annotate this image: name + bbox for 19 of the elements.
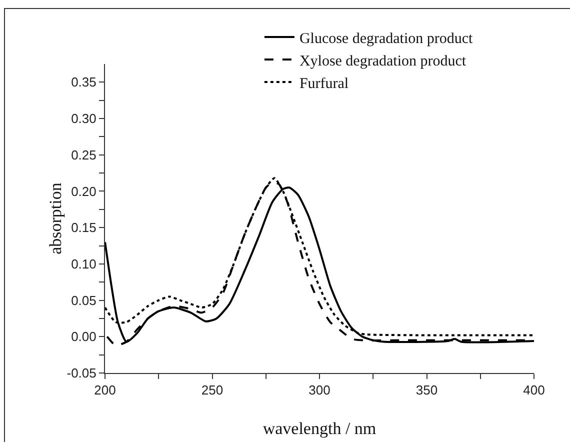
- x-tick-label: 250: [201, 382, 224, 398]
- x-tick-label: 300: [308, 382, 330, 398]
- y-tick-label: -0.05: [66, 366, 96, 381]
- y-tick-label: 0.35: [71, 74, 96, 90]
- legend-label: Furfural: [299, 76, 349, 92]
- legend-label: Glucose degradation product: [299, 30, 474, 47]
- y-tick-label: 0.15: [71, 220, 96, 236]
- y-tick-label: 0.25: [71, 147, 96, 162]
- x-tick-label: 400: [523, 382, 545, 398]
- y-tick-label: 0.10: [71, 256, 96, 272]
- y-axis-title: absorption: [46, 182, 65, 254]
- y-tick-label: 0.20: [71, 184, 96, 199]
- legend-label: Xylose degradation product: [299, 53, 467, 70]
- y-tick-label: 0.30: [71, 111, 96, 126]
- x-tick-label: 200: [94, 382, 116, 398]
- x-axis-title: wavelength / nm: [262, 419, 376, 438]
- x-tick-label: 350: [416, 382, 438, 398]
- y-tick-label: 0.05: [71, 292, 96, 308]
- y-tick-label: 0.00: [71, 329, 96, 344]
